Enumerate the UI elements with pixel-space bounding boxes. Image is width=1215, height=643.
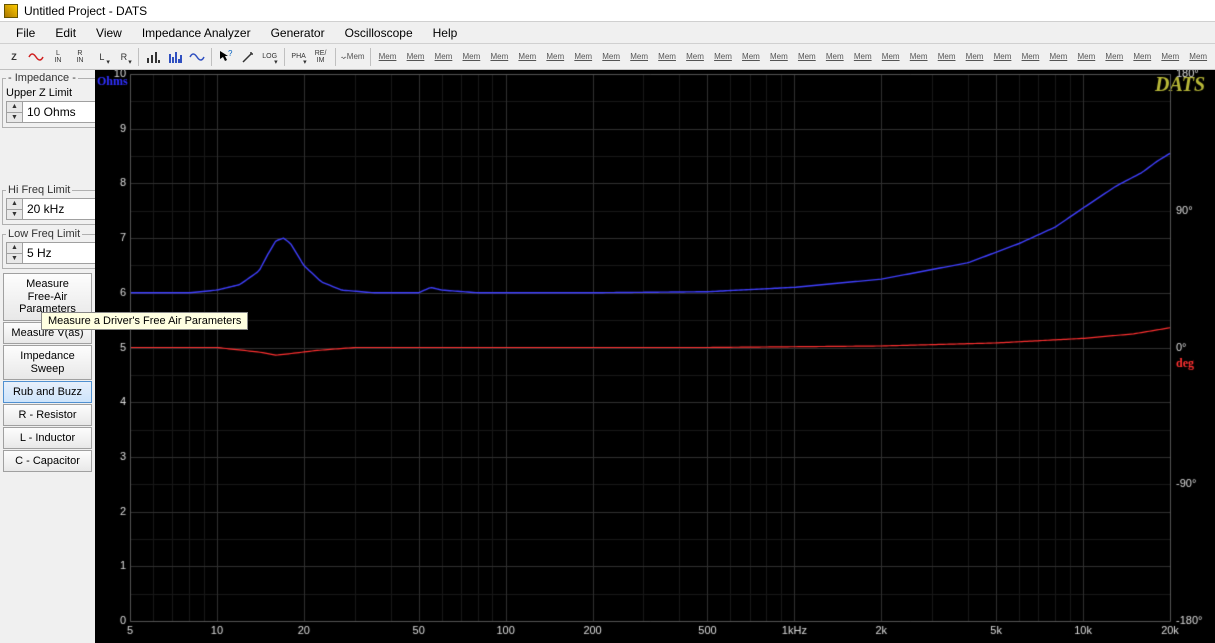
impedance-chart[interactable] — [95, 70, 1215, 643]
bars2-icon[interactable] — [165, 47, 185, 67]
mem-slot-23[interactable]: Mem — [990, 47, 1016, 67]
mem-slot-1[interactable]: Mem — [375, 47, 401, 67]
impedance-legend: - Impedance - — [6, 72, 78, 84]
mem-main-icon[interactable]: Mem — [340, 47, 366, 67]
chart-area[interactable] — [95, 70, 1215, 643]
bars1-icon[interactable] — [143, 47, 163, 67]
mem-slot-9[interactable]: Mem — [598, 47, 624, 67]
mem-slot-27[interactable]: Mem — [1101, 47, 1127, 67]
mem-slot-28[interactable]: Mem — [1129, 47, 1155, 67]
cursor-q-icon[interactable]: ? — [216, 47, 236, 67]
reim-icon[interactable]: RE/ IM — [311, 47, 331, 67]
rin-icon[interactable]: R IN — [70, 47, 90, 67]
mem-slot-8[interactable]: Mem — [570, 47, 596, 67]
hi-freq-up-icon[interactable]: ▲ — [7, 199, 22, 210]
mem-slot-20[interactable]: Mem — [906, 47, 932, 67]
mem-slot-2[interactable]: Mem — [403, 47, 429, 67]
lin-icon[interactable]: L IN — [48, 47, 68, 67]
mem-slot-24[interactable]: Mem — [1017, 47, 1043, 67]
menu-file[interactable]: File — [6, 23, 45, 43]
toolbar: ZL INR INL▾R▾?LOG▾PHA▾RE/ IMMemMemMemMem… — [0, 44, 1215, 70]
sine-red-icon[interactable] — [26, 47, 46, 67]
sine-blue-icon[interactable] — [187, 47, 207, 67]
mem-slot-6[interactable]: Mem — [514, 47, 540, 67]
upper-z-down-icon[interactable]: ▼ — [7, 113, 22, 123]
mem-slot-29[interactable]: Mem — [1157, 47, 1183, 67]
sidebar-btn-impedance-sweep[interactable]: Impedance Sweep — [3, 345, 92, 380]
mem-slot-25[interactable]: Mem — [1045, 47, 1071, 67]
menu-help[interactable]: Help — [423, 23, 468, 43]
sidebar-btn-rub-buzz[interactable]: Rub and Buzz — [3, 381, 92, 403]
menu-edit[interactable]: Edit — [45, 23, 86, 43]
low-freq-up-icon[interactable]: ▲ — [7, 243, 22, 254]
wand-icon[interactable] — [238, 47, 258, 67]
mem-slot-26[interactable]: Mem — [1073, 47, 1099, 67]
hi-freq-label: Hi Freq Limit — [6, 184, 72, 196]
mem-slot-5[interactable]: Mem — [486, 47, 512, 67]
mem-slot-18[interactable]: Mem — [850, 47, 876, 67]
mem-slot-11[interactable]: Mem — [654, 47, 680, 67]
mem-slot-13[interactable]: Mem — [710, 47, 736, 67]
mem-slot-17[interactable]: Mem — [822, 47, 848, 67]
sidebar-btn-r-resistor[interactable]: R - Resistor — [3, 404, 92, 426]
menu-oscilloscope[interactable]: Oscilloscope — [335, 23, 423, 43]
mem-slot-21[interactable]: Mem — [934, 47, 960, 67]
sidebar: - Impedance - Upper Z Limit ▲ ▼ Hi Freq … — [0, 70, 95, 643]
svg-text:?: ? — [228, 49, 233, 58]
mem-slot-12[interactable]: Mem — [682, 47, 708, 67]
menu-impedance-analyzer[interactable]: Impedance Analyzer — [132, 23, 261, 43]
hi-freq-down-icon[interactable]: ▼ — [7, 210, 22, 220]
low-freq-label: Low Freq Limit — [6, 228, 82, 240]
mem-slot-30[interactable]: Mem — [1185, 47, 1211, 67]
menu-generator[interactable]: Generator — [261, 23, 335, 43]
r-icon[interactable]: R▾ — [114, 47, 134, 67]
l-icon[interactable]: L▾ — [92, 47, 112, 67]
sidebar-btn-c-capacitor[interactable]: C - Capacitor — [3, 450, 92, 472]
mem-slot-10[interactable]: Mem — [626, 47, 652, 67]
menubar: FileEditViewImpedance AnalyzerGeneratorO… — [0, 22, 1215, 44]
window-title: Untitled Project - DATS — [24, 4, 147, 18]
mem-slot-4[interactable]: Mem — [458, 47, 484, 67]
mem-slot-19[interactable]: Mem — [878, 47, 904, 67]
low-freq-down-icon[interactable]: ▼ — [7, 254, 22, 264]
mem-slot-14[interactable]: Mem — [738, 47, 764, 67]
mem-slot-3[interactable]: Mem — [430, 47, 456, 67]
sidebar-btn-measure-free-air[interactable]: Measure Free-Air Parameters — [3, 273, 92, 321]
sidebar-btn-measure-vas[interactable]: Measure V(as) — [3, 322, 92, 344]
app-logo-icon — [4, 4, 18, 18]
z-icon[interactable]: Z — [4, 47, 24, 67]
titlebar: Untitled Project - DATS — [0, 0, 1215, 22]
sidebar-btn-l-inductor[interactable]: L - Inductor — [3, 427, 92, 449]
mem-slot-7[interactable]: Mem — [542, 47, 568, 67]
mem-slot-15[interactable]: Mem — [766, 47, 792, 67]
upper-z-up-icon[interactable]: ▲ — [7, 102, 22, 113]
pha-icon[interactable]: PHA▾ — [289, 47, 309, 67]
mem-slot-22[interactable]: Mem — [962, 47, 988, 67]
log-icon[interactable]: LOG▾ — [260, 47, 280, 67]
menu-view[interactable]: View — [86, 23, 132, 43]
mem-slot-16[interactable]: Mem — [794, 47, 820, 67]
